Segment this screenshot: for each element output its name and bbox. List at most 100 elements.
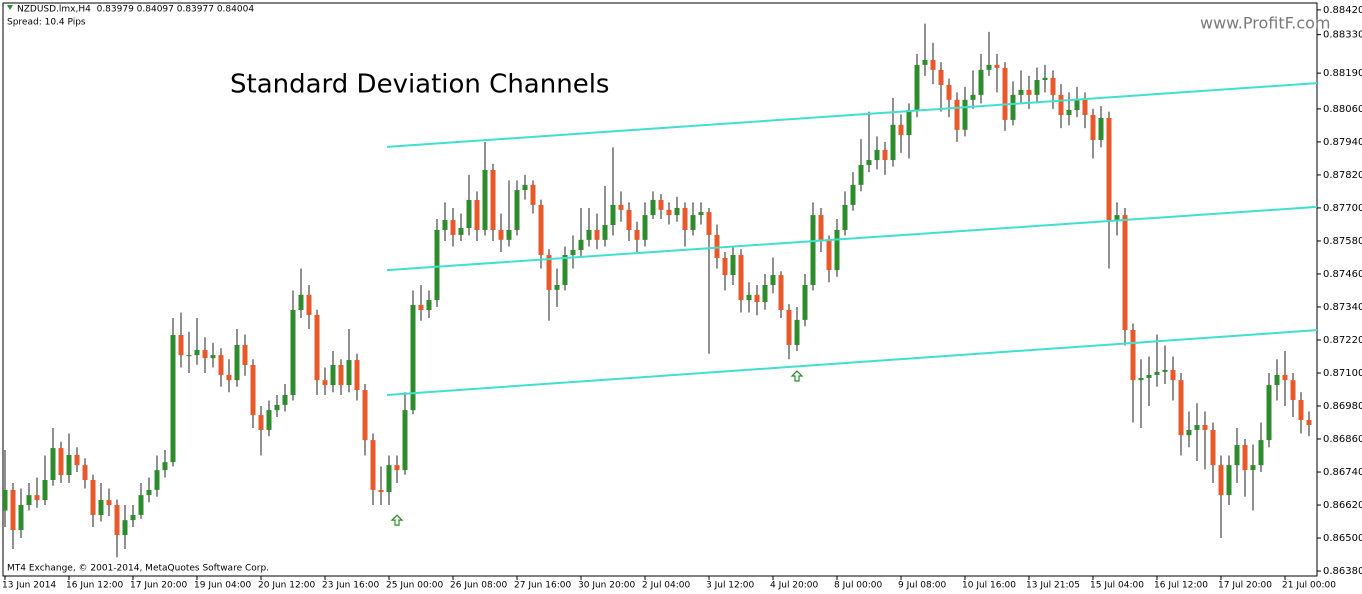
x-tick-label: 9 Jul 08:00	[898, 581, 947, 591]
candle-body	[770, 275, 776, 285]
spread: Spread: 10.4 Pips	[7, 18, 86, 28]
candle-body	[226, 374, 232, 381]
candle-body	[826, 239, 832, 271]
candle-body	[970, 94, 976, 100]
candle-body	[1242, 445, 1248, 471]
candle-body	[266, 410, 272, 430]
candle-body	[506, 229, 512, 240]
candle-body	[1218, 465, 1224, 496]
x-tick-label: 2 Jul 04:00	[642, 581, 691, 591]
candle-body	[298, 294, 304, 310]
x-tick-label: 4 Jul 20:00	[770, 581, 819, 591]
signal-arrow	[790, 370, 804, 382]
candle-body	[658, 199, 664, 210]
y-tick-label: 0.86980	[1323, 401, 1362, 412]
candle-body	[74, 454, 80, 466]
candle-body	[482, 169, 488, 230]
candle-body	[1194, 424, 1200, 430]
candle-body	[1298, 399, 1304, 421]
candle-body	[490, 169, 496, 230]
candle-body	[202, 349, 208, 359]
candle-body	[626, 209, 632, 230]
x-tick-label: 17 Jun 20:00	[130, 581, 187, 591]
candle-body	[234, 344, 240, 381]
candle-body	[394, 465, 400, 471]
candle-body	[866, 160, 872, 166]
candle-body	[714, 234, 720, 259]
candle-body	[1058, 94, 1064, 115]
candle-body	[538, 204, 544, 255]
candle-body	[906, 110, 912, 136]
candle-body	[450, 220, 456, 235]
candle-body	[1122, 215, 1128, 331]
candle-body	[146, 489, 152, 496]
channel-line	[386, 329, 1317, 396]
y-tick-label: 0.86740	[1323, 467, 1362, 478]
candle-body	[1274, 374, 1280, 386]
candle-body	[594, 229, 600, 240]
x-tick-label: 8 Jul 00:00	[834, 581, 883, 591]
watermark: www.ProfitF.com	[1200, 14, 1331, 33]
candle-body	[434, 229, 440, 301]
candle-body	[978, 69, 984, 95]
candle-body	[762, 284, 768, 303]
candle-body	[578, 239, 584, 251]
candle-body	[290, 309, 296, 395]
candle-body	[1010, 94, 1016, 120]
candle-body	[338, 365, 344, 386]
signal-arrow	[390, 514, 404, 526]
candle-body	[1290, 380, 1296, 400]
y-tick-label: 0.86620	[1323, 500, 1362, 511]
candle-body	[930, 59, 936, 70]
candle-body	[834, 229, 840, 271]
candle-body	[306, 294, 312, 315]
candle-body	[410, 305, 416, 411]
candle-body	[1074, 99, 1080, 111]
candle-body	[1034, 80, 1040, 95]
candle-body	[706, 212, 712, 235]
candle-body	[58, 448, 64, 476]
candle-body	[994, 64, 1000, 68]
plot-area	[3, 23, 1317, 558]
candle-body	[946, 84, 952, 100]
candle-body	[1210, 429, 1216, 466]
candle-body	[1130, 330, 1136, 381]
candle-body	[618, 204, 624, 210]
candle-body	[802, 284, 808, 320]
candle-body	[1306, 420, 1312, 425]
candle-body	[1082, 99, 1088, 115]
channel-line	[386, 205, 1317, 272]
y-tick-label: 0.88190	[1323, 68, 1362, 79]
candle-body	[250, 365, 256, 416]
candle-body	[850, 184, 856, 205]
x-tick-label: 21 Jul 00:00	[1282, 581, 1336, 591]
x-tick-label: 13 Jul 21:05	[1026, 581, 1080, 591]
candle-body	[90, 479, 96, 515]
candle-body	[1258, 440, 1264, 466]
y-tick-label: 0.87460	[1323, 269, 1362, 280]
symbol-info: NZDUSD.lmx,H4 0.83979 0.84097 0.83977 0.…	[17, 5, 254, 15]
x-tick-label: 19 Jun 04:00	[194, 581, 251, 591]
candle-body	[330, 365, 336, 386]
candle-body	[794, 319, 800, 345]
x-tick-label: 17 Jul 20:00	[1218, 581, 1272, 591]
candle-body	[1114, 215, 1120, 221]
candle-body	[186, 355, 192, 357]
candle-body	[666, 209, 672, 216]
candle-body	[690, 215, 696, 230]
candle-body	[514, 190, 520, 230]
y-tick-label: 0.88060	[1323, 104, 1362, 115]
candle-body	[322, 380, 328, 386]
candle-body	[754, 294, 760, 303]
symbol-icon	[7, 5, 13, 10]
candle-body	[1106, 117, 1112, 221]
candle-body	[130, 514, 136, 521]
candle-body	[386, 465, 392, 493]
x-tick-label: 16 Jul 12:00	[1154, 581, 1208, 591]
candle-body	[362, 390, 368, 441]
credit: MT4 Exchange, © 2001-2014, MetaQuotes So…	[7, 564, 269, 574]
candle-body	[458, 228, 464, 235]
candle-body	[354, 360, 360, 391]
candle-body	[1066, 110, 1072, 115]
